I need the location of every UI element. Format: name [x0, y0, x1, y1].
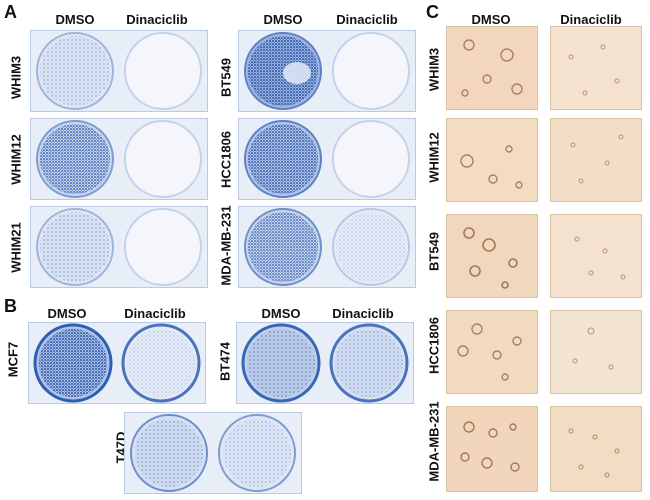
- panel-b-left-dinaciclib-header: Dinaciclib: [124, 306, 186, 321]
- panel-a-letter: A: [4, 2, 17, 22]
- plate-strip-whim3: [30, 30, 208, 112]
- micrograph-hcc1806-dinaciclib: [550, 310, 642, 394]
- panel-b-left-dmso-header: DMSO: [47, 306, 87, 321]
- panel-c-dmso-header: DMSO: [471, 12, 511, 27]
- plate-image-whim21: [36, 208, 202, 286]
- plate-strip-bt549: [238, 30, 416, 112]
- plate-strip-whim12: [30, 118, 208, 200]
- plate-strip-hcc1806: [238, 118, 416, 200]
- panel-b-row-label-bt474: BT474: [217, 341, 233, 382]
- plate-image-mda-mb-231: [244, 208, 410, 286]
- panel-a-right-dinaciclib-header: Dinaciclib: [336, 12, 398, 27]
- micrograph-whim12-dmso: [446, 118, 538, 202]
- panel-a-row-label-whim12: WHIM12: [8, 134, 24, 185]
- panel-a-row-label-mda-mb-231: MDA-MB-231: [218, 205, 234, 286]
- plate-image-hcc1806: [244, 120, 410, 198]
- plate-image-whim12: [36, 120, 202, 198]
- micrograph-whim3-dmso: [446, 26, 538, 110]
- panel-a-right-dmso-header: DMSO: [263, 12, 303, 27]
- panel-b-right-dmso-header: DMSO: [261, 306, 301, 321]
- micrograph-whim12-dinaciclib: [550, 118, 642, 202]
- panel-c-row-label-hcc1806: HCC1806: [426, 316, 442, 375]
- plate-image-t47d: [130, 414, 296, 492]
- plate-strip-mcf7: [28, 322, 206, 404]
- plate-strip-bt474: [236, 322, 414, 404]
- micrograph-mda-mb-231-dmso: [446, 406, 538, 492]
- plate-strip-t47d: [124, 412, 302, 494]
- panel-a-left-dinaciclib-header: Dinaciclib: [126, 12, 188, 27]
- micrograph-mda-mb-231-dinaciclib: [550, 406, 642, 492]
- panel-a-row-label-whim3: WHIM3: [8, 55, 24, 100]
- micrograph-hcc1806-dmso: [446, 310, 538, 394]
- plate-image-bt549: [244, 32, 410, 110]
- panel-c-row-label-mda-mb-231: MDA-MB-231: [426, 401, 442, 482]
- panel-b-right-dinaciclib-header: Dinaciclib: [332, 306, 394, 321]
- plate-strip-whim21: [30, 206, 208, 288]
- micrograph-bt549-dinaciclib: [550, 214, 642, 298]
- plate-image-whim3: [36, 32, 202, 110]
- plate-strip-mda-mb-231: [238, 206, 416, 288]
- panel-c-dinaciclib-header: Dinaciclib: [560, 12, 622, 27]
- panel-b-letter: B: [4, 296, 17, 316]
- panel-c-row-label-whim3: WHIM3: [426, 47, 442, 92]
- panel-c-row-label-bt549: BT549: [426, 231, 442, 272]
- panel-b-row-label-mcf7: MCF7: [5, 341, 21, 378]
- panel-c-row-label-whim12: WHIM12: [426, 132, 442, 183]
- panel-a-left-dmso-header: DMSO: [55, 12, 95, 27]
- plate-image-mcf7: [33, 323, 201, 403]
- panel-a-row-label-whim21: WHIM21: [8, 222, 24, 273]
- plate-image-bt474: [241, 323, 409, 403]
- panel-c-letter: C: [426, 2, 439, 22]
- micrograph-whim3-dinaciclib: [550, 26, 642, 110]
- micrograph-bt549-dmso: [446, 214, 538, 298]
- panel-a-row-label-bt549: BT549: [218, 57, 234, 98]
- panel-a-row-label-hcc1806: HCC1806: [218, 130, 234, 189]
